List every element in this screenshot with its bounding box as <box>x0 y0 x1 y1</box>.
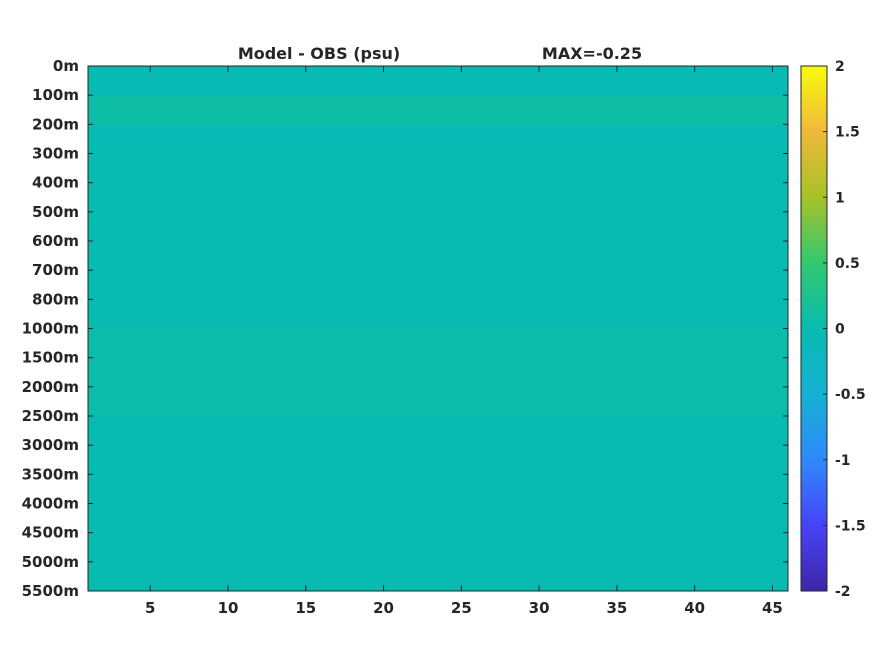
colorbar-tick-label: 0.5 <box>835 256 860 272</box>
y-tick-label: 600m <box>32 232 79 250</box>
x-tick-label: 40 <box>684 599 705 617</box>
colorbar-axis: 2 1.5 1 0.5 0 -0.5 -1 -1.5 -2 <box>823 59 866 600</box>
heatmap-band-2 <box>88 124 788 154</box>
colorbar-tick-label: 1 <box>835 190 845 206</box>
y-tick-label: 3500m <box>22 465 79 483</box>
colorbar-tick-label: 2 <box>835 59 845 75</box>
colorbar-tick-label: -2 <box>835 584 851 600</box>
y-tick-label: 2000m <box>22 378 79 396</box>
heatmap-band-4 <box>88 328 788 387</box>
y-tick-label: 0m <box>53 57 79 75</box>
y-tick-label: 800m <box>32 290 79 308</box>
colorbar <box>800 65 828 592</box>
y-tick-label: 5500m <box>22 582 79 600</box>
y-tick-label: 300m <box>32 145 79 163</box>
heatmap-band-5 <box>88 386 788 416</box>
heatmap-band-0 <box>88 66 788 96</box>
colorbar-tick-label: 1.5 <box>835 125 860 141</box>
y-tick-label: 4000m <box>22 495 79 513</box>
y-axis: 0m 100m 200m 300m 400m 500m 600m 700m 800m 1000m 1… <box>22 57 788 600</box>
y-tick-label: 400m <box>32 174 79 192</box>
y-tick-label: 500m <box>32 203 79 221</box>
colorbar-tick-label: -0.5 <box>835 387 866 403</box>
y-tick-label: 3000m <box>22 436 79 454</box>
x-axis: 5 10 15 20 25 30 35 40 45 <box>145 66 783 617</box>
chart-subtitle: MAX=-0.25 <box>542 44 642 63</box>
x-tick-label: 25 <box>451 599 472 617</box>
x-tick-label: 10 <box>218 599 239 617</box>
y-tick-label: 4500m <box>22 524 79 542</box>
x-tick-label: 20 <box>373 599 394 617</box>
y-tick-label: 100m <box>32 86 79 104</box>
chart-title: Model - OBS (psu) <box>238 44 400 63</box>
y-tick-label: 200m <box>32 115 79 133</box>
colorbar-tick-label: 0 <box>835 322 845 338</box>
x-tick-label: 15 <box>295 599 316 617</box>
y-tick-label: 5000m <box>22 553 79 571</box>
x-tick-label: 45 <box>762 599 783 617</box>
colorbar-tick-label: -1.5 <box>835 518 866 534</box>
plot-area <box>88 66 788 591</box>
heatmap-band-3 <box>88 153 788 300</box>
y-tick-label: 2500m <box>22 407 79 425</box>
x-tick-label: 35 <box>606 599 627 617</box>
y-tick-label: 1500m <box>22 349 79 367</box>
y-tick-label: 700m <box>32 261 79 279</box>
x-tick-label: 30 <box>529 599 550 617</box>
heatmap-band-1 <box>88 95 788 125</box>
colorbar-tick-label: -1 <box>835 453 851 469</box>
x-tick-label: 5 <box>145 599 155 617</box>
y-tick-label: 1000m <box>22 320 79 338</box>
